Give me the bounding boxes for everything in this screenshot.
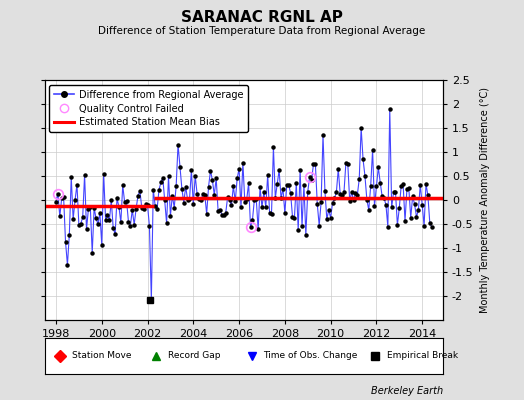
Text: Berkeley Earth: Berkeley Earth [370, 386, 443, 396]
Legend: Difference from Regional Average, Quality Control Failed, Estimated Station Mean: Difference from Regional Average, Qualit… [49, 85, 248, 132]
Text: SARANAC RGNL AP: SARANAC RGNL AP [181, 10, 343, 25]
Text: Station Move: Station Move [72, 352, 132, 360]
Text: Time of Obs. Change: Time of Obs. Change [264, 352, 358, 360]
Y-axis label: Monthly Temperature Anomaly Difference (°C): Monthly Temperature Anomaly Difference (… [481, 87, 490, 313]
Text: Empirical Break: Empirical Break [387, 352, 458, 360]
Text: Difference of Station Temperature Data from Regional Average: Difference of Station Temperature Data f… [99, 26, 425, 36]
Text: Record Gap: Record Gap [168, 352, 221, 360]
